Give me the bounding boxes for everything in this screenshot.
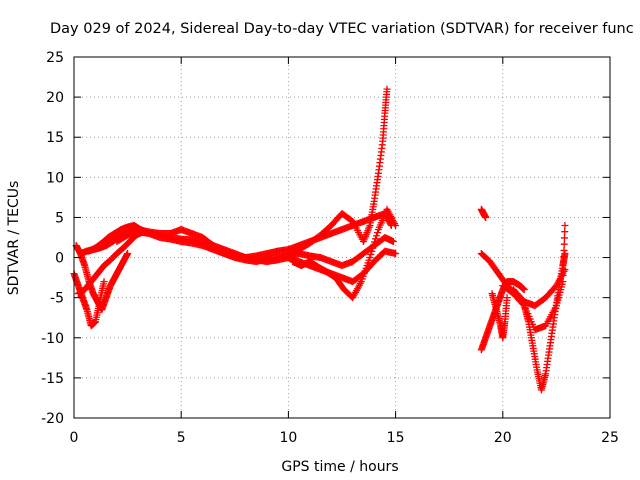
- x-tick-label: 25: [601, 430, 619, 446]
- data-point: [561, 250, 569, 258]
- data-point: [392, 250, 400, 258]
- data-point: [383, 85, 391, 93]
- axis-ticks: 0 5 10 15 20 25 25 20 15 10 5 0 -5 -10 -15 -20: [41, 50, 619, 446]
- y-tick-label: 15: [46, 130, 64, 146]
- data-point: [124, 250, 132, 258]
- y-tick-label: -10: [41, 331, 64, 347]
- chart-title: Day 029 of 2024, Sidereal Day-to-day VTE…: [50, 21, 634, 37]
- y-tick-label: -5: [50, 291, 64, 307]
- data-point: [560, 259, 568, 267]
- data-point: [560, 253, 568, 261]
- y-tick-label: 5: [55, 210, 64, 226]
- data-point: [368, 247, 376, 255]
- grid-lines: [74, 57, 610, 418]
- data-point: [366, 254, 374, 262]
- data-point: [561, 234, 568, 242]
- x-tick-label: 5: [177, 430, 186, 446]
- y-tick-label: -20: [41, 411, 64, 427]
- x-tick-label: 15: [387, 430, 405, 446]
- data-point: [369, 244, 377, 252]
- y-tick-label: -15: [41, 371, 64, 387]
- y-tick-label: 25: [46, 50, 64, 66]
- data-point: [389, 238, 397, 246]
- x-tick-label: 20: [494, 430, 512, 446]
- y-tick-label: 0: [55, 251, 64, 267]
- data-point: [371, 238, 379, 246]
- plot-frame: [73, 56, 611, 419]
- y-tick-label: 10: [46, 170, 64, 186]
- data-point: [520, 286, 528, 294]
- y-tick-label: 20: [46, 90, 64, 106]
- x-axis-label: GPS time / hours: [281, 459, 398, 475]
- data-point: [372, 235, 380, 243]
- data-point: [370, 241, 378, 249]
- data-point: [561, 221, 569, 229]
- x-tick-label: 10: [279, 430, 297, 446]
- data-point: [482, 213, 490, 221]
- data-point: [560, 246, 568, 254]
- data-point: [100, 278, 108, 286]
- data-point: [373, 229, 381, 237]
- data-point: [560, 240, 568, 248]
- data-point: [561, 228, 569, 236]
- data-point: [503, 294, 511, 302]
- data-point: [367, 250, 375, 258]
- data-point: [392, 221, 400, 229]
- data-point: [561, 266, 569, 274]
- x-tick-label: 0: [70, 430, 79, 446]
- data-point: [373, 232, 381, 240]
- y-axis-label: SDTVAR / TECUs: [6, 181, 22, 296]
